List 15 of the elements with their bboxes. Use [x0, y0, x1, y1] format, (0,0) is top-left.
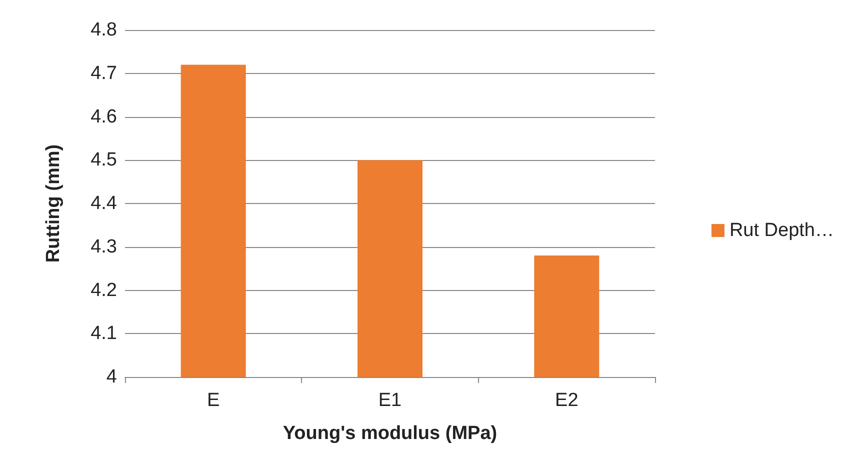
y-tick-label: 4.4 [90, 193, 118, 214]
x-tick-label: E1 [378, 390, 402, 411]
x-axis-title: Young's modulus (MPa) [282, 423, 498, 444]
legend-label: Rut Depth… [729, 220, 834, 241]
y-tick-label: 4.3 [90, 236, 117, 258]
x-tick-label: E [206, 390, 220, 411]
x-tick-label: E2 [555, 390, 578, 411]
y-tick-label: 4.1 [90, 323, 117, 344]
y-tick-label: 4.2 [90, 280, 117, 301]
y-tick-label: 4.5 [90, 150, 117, 171]
y-tick-label: 4.7 [90, 62, 117, 84]
y-tick-label: 4.8 [90, 20, 117, 40]
y-tick-label: 4 [106, 366, 118, 388]
y-axis-title: Rutting (mm) [43, 144, 64, 263]
y-tick-label: 4.6 [90, 106, 117, 128]
